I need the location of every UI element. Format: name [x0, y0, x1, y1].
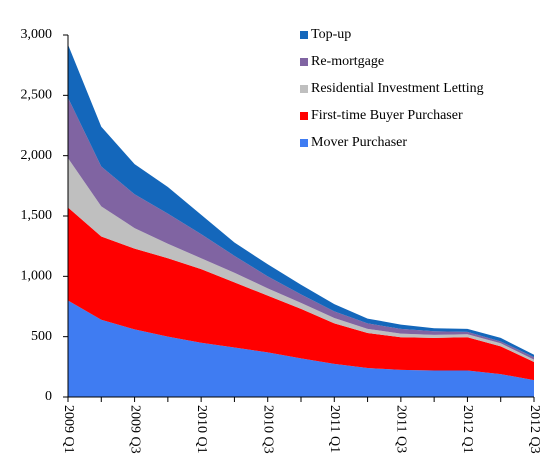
- x-tick-label: 2011 Q1: [327, 405, 342, 453]
- x-tick-label: 2012 Q1: [460, 405, 475, 454]
- x-tick-label: 2011 Q3: [394, 405, 409, 453]
- y-tick-label: 1,500: [21, 208, 53, 223]
- y-tick-label: 500: [31, 329, 52, 344]
- y-tick-label: 0: [45, 389, 52, 404]
- y-tick-label: 3,000: [21, 27, 53, 42]
- x-tick-label: 2012 Q3: [527, 405, 542, 454]
- area: [68, 300, 534, 397]
- area: [68, 158, 534, 363]
- legend-swatch: [300, 112, 308, 120]
- legend-label: First-time Buyer Purchaser: [311, 108, 463, 123]
- x-tick-label: 2009 Q3: [127, 405, 142, 454]
- legend-swatch: [300, 85, 308, 93]
- legend-label: Residential Investment Letting: [311, 81, 484, 96]
- x-tick-label: 2010 Q3: [260, 405, 275, 454]
- area: [68, 97, 534, 360]
- legend-swatch: [300, 31, 308, 39]
- legend-swatch: [300, 58, 308, 66]
- legend-label: Mover Purchaser: [311, 135, 407, 150]
- area: [68, 44, 534, 358]
- y-tick-label: 2,000: [21, 148, 53, 163]
- area: [68, 207, 534, 381]
- x-tick-label: 2009 Q1: [61, 405, 76, 454]
- y-tick-label: 1,000: [21, 269, 53, 284]
- x-tick-label: 2010 Q1: [194, 405, 209, 454]
- legend-swatch: [300, 139, 308, 147]
- legend-label: Top-up: [311, 27, 351, 42]
- y-tick-label: 2,500: [21, 88, 53, 103]
- legend-label: Re-mortgage: [311, 54, 384, 69]
